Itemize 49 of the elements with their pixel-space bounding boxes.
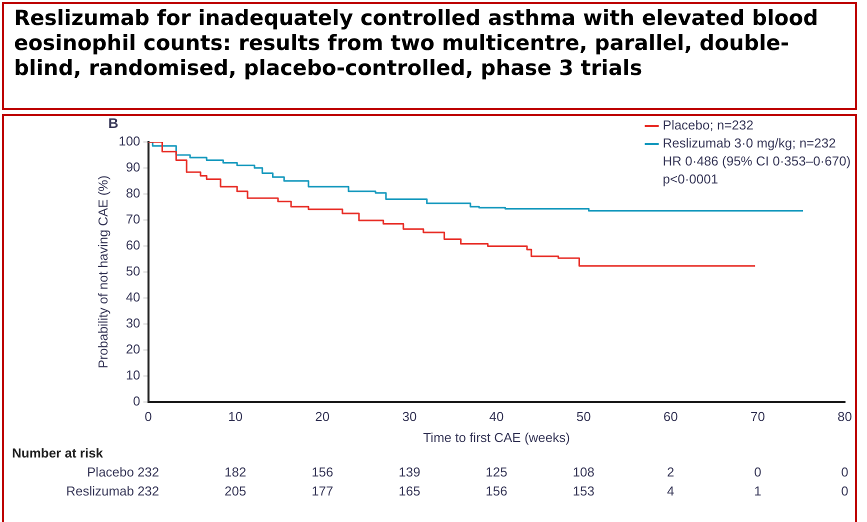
y-tick-label: 30: [126, 315, 140, 330]
x-tick-label: 0: [144, 409, 152, 424]
text: 165: [398, 483, 420, 498]
text: 156: [486, 483, 508, 498]
legend-label: Placebo; n=232: [662, 118, 754, 133]
x-tick-label: 10: [228, 409, 243, 424]
text: 232: [137, 464, 160, 480]
x-tick-label: 50: [576, 409, 591, 424]
text: 139: [398, 464, 420, 480]
x-tick-label: 40: [489, 409, 504, 424]
text: 1: [754, 483, 762, 498]
chart-title: Reslizumab for inadequately controlled asthma with elevated blood eosinophil counts: results from two multicentre, parallel, double-blind, randomised, placebo-controlled, phase 3 trials: [2, 2, 857, 110]
text: 125: [486, 464, 508, 480]
legend-label: Reslizumab 3·0 mg/kg; n=232: [662, 136, 836, 151]
y-tick-label: 0: [133, 393, 140, 408]
text: Placebo: [87, 464, 134, 480]
text: 205: [224, 483, 246, 498]
text: 2: [667, 464, 674, 480]
text: Reslizumab: [66, 483, 134, 498]
text: B: [108, 114, 118, 131]
text: 108: [572, 464, 594, 480]
y-tick-label: 100: [118, 134, 140, 149]
y-tick-label: 90: [126, 160, 140, 175]
y-tick-label: 10: [126, 367, 140, 382]
text: 182: [224, 464, 246, 480]
text: 153: [572, 483, 594, 498]
y-tick-label: 40: [126, 289, 140, 304]
y-axis-title: Probability of not having CAE (%): [95, 175, 110, 368]
x-tick-label: 20: [315, 409, 330, 424]
annotation: p<0·0001: [662, 172, 718, 187]
y-tick-label: 80: [126, 186, 140, 201]
x-tick-label: 70: [750, 409, 765, 424]
y-tick-label: 20: [126, 341, 140, 356]
x-tick-label: 80: [838, 409, 852, 424]
y-tick-label: 60: [126, 238, 140, 252]
annotation: HR 0·486 (95% CI 0·353–0·670): [662, 154, 851, 169]
text: 0: [841, 483, 848, 498]
x-tick-label: 60: [663, 409, 678, 424]
text: 0: [754, 464, 762, 480]
x-axis-title: Time to first CAE (weeks): [423, 430, 570, 445]
x-tick-label: 30: [402, 409, 417, 424]
text: 232: [137, 483, 160, 498]
text: 177: [312, 483, 334, 498]
text: 0: [841, 464, 848, 480]
text: 156: [312, 464, 334, 480]
y-tick-label: 50: [126, 263, 140, 278]
text: 4: [667, 483, 674, 498]
text: Number at risk: [12, 445, 104, 460]
y-tick-label: 70: [126, 212, 140, 227]
